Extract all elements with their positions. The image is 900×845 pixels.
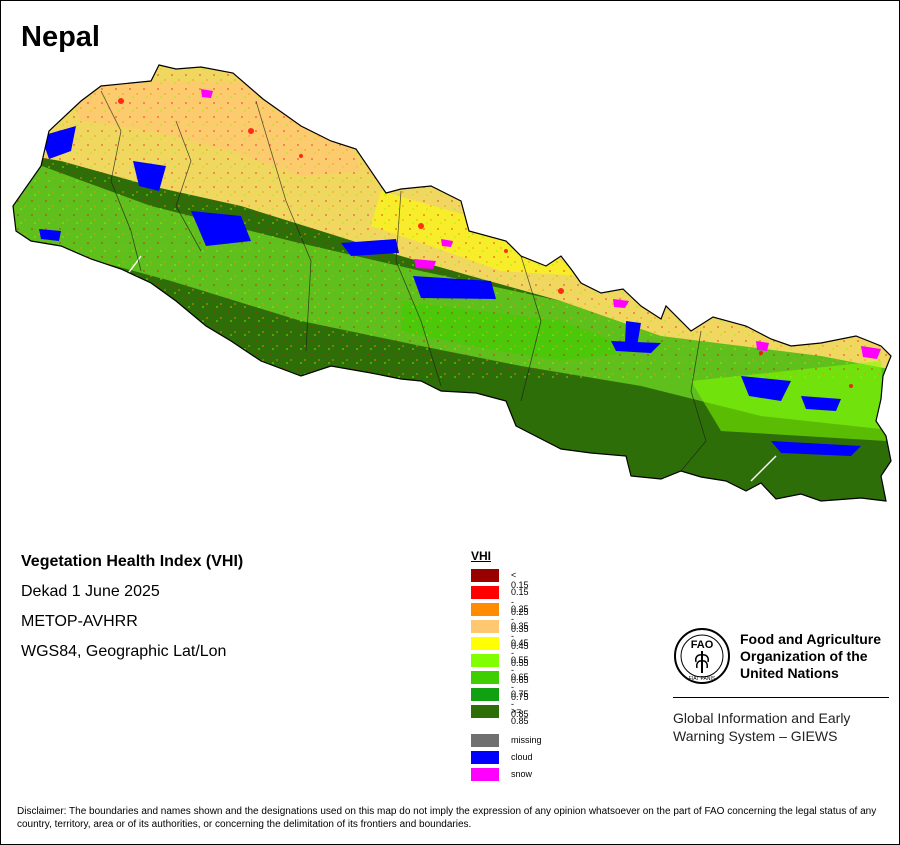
legend-item: 0.55 - 0.65 <box>471 652 529 685</box>
legend-special: missing cloud snow <box>471 732 542 783</box>
legend-classes: < 0.15 0.15 - 0.25 0.25 - 0.35 0.35 - 0.45 0… <box>471 567 529 726</box>
legend-swatch <box>471 654 499 667</box>
legend-item: 0.45 - 0.55 <box>471 635 529 668</box>
country-title: Nepal <box>21 21 100 53</box>
legend-item: snow <box>471 766 532 783</box>
vhi-legend: VHI < 0.15 0.15 - 0.25 0.25 - 0.35 0.35 - 0… <box>471 549 542 783</box>
legend-swatch <box>471 637 499 650</box>
legend-swatch <box>471 586 499 599</box>
legend-item: < 0.15 <box>471 567 529 590</box>
legend-label: 0.75 - 0.85 <box>511 689 529 719</box>
legend-label: < 0.15 <box>511 570 529 590</box>
legend-label: snow <box>511 769 533 779</box>
projection-label: WGS84, Geographic Lat/Lon <box>21 643 227 660</box>
legend-item: 0.35 - 0.45 <box>471 618 529 651</box>
legend-label: >= 0.85 <box>511 706 529 726</box>
legend-swatch <box>471 620 499 633</box>
legend-label: 0.15 - 0.25 <box>511 587 529 617</box>
legend-label: 0.45 - 0.55 <box>511 638 529 668</box>
svg-text:FIAT PANIS: FIAT PANIS <box>689 676 716 682</box>
svg-text:FAO: FAO <box>691 639 714 651</box>
rivers <box>125 255 777 482</box>
period-label: Dekad 1 June 2025 <box>21 583 160 600</box>
legend-label: 0.25 - 0.35 <box>511 604 529 634</box>
legend-item: cloud <box>471 749 533 766</box>
vhi-raster <box>13 65 891 501</box>
legend-swatch <box>471 569 499 582</box>
legend-item: 0.75 - 0.85 <box>471 686 529 719</box>
legend-label: 0.35 - 0.45 <box>511 621 529 651</box>
vhi-map <box>12 64 892 502</box>
legend-label: 0.55 - 0.65 <box>511 655 529 685</box>
fao-divider <box>673 697 889 698</box>
legend-item: 0.65 - 0.75 <box>471 669 529 702</box>
index-title: Vegetation Health Index (VHI) <box>21 553 244 570</box>
legend-swatch <box>471 671 499 684</box>
disclaimer: Disclaimer: The boundaries and names sho… <box>17 806 877 830</box>
legend-label: missing <box>511 735 542 745</box>
legend-swatch <box>471 705 499 718</box>
legend-swatch <box>471 751 499 764</box>
legend-title: VHI <box>471 549 492 563</box>
legend-item: missing <box>471 732 542 749</box>
province-boundaries <box>100 90 707 472</box>
snow-patches <box>201 89 881 359</box>
dry-spots <box>118 98 853 388</box>
legend-swatch <box>471 688 499 701</box>
cloud-patches <box>39 126 861 456</box>
legend-swatch <box>471 603 499 616</box>
legend-label: cloud <box>511 752 533 762</box>
legend-label: 0.65 - 0.75 <box>511 672 529 702</box>
legend-swatch <box>471 734 499 747</box>
legend-item: 0.25 - 0.35 <box>471 601 529 634</box>
giews-label: Global Information and Early Warning Sys… <box>673 710 851 744</box>
legend-item: >= 0.85 <box>471 703 529 726</box>
map-info: Vegetation Health Index (VHI) Dekad 1 Ju… <box>21 552 243 672</box>
sensor-label: METOP-AVHRR <box>21 613 138 630</box>
fao-emblem-icon: FAO FIAT PANIS <box>674 628 730 684</box>
legend-item: 0.15 - 0.25 <box>471 584 529 617</box>
fao-organization: Food and Agriculture Organization of the… <box>740 631 882 681</box>
legend-swatch <box>471 768 499 781</box>
